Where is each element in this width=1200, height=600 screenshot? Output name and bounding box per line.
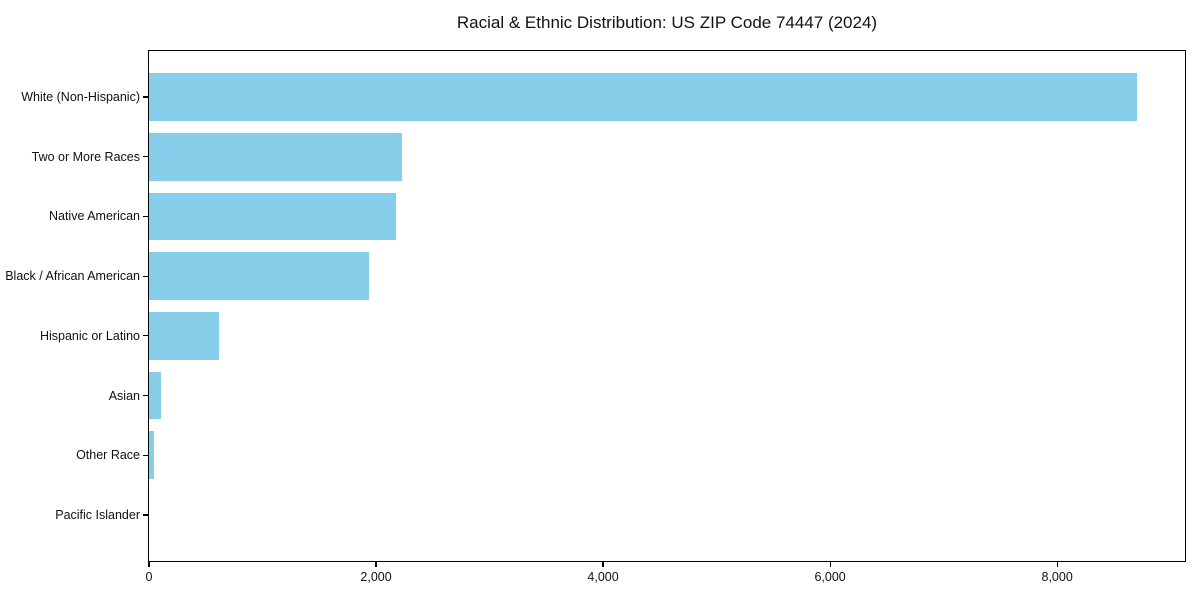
y-axis-label: Other Race — [76, 448, 140, 463]
y-tick — [143, 156, 148, 158]
x-tick-label: 8,000 — [1041, 570, 1073, 584]
bar — [149, 192, 397, 241]
x-tick — [148, 562, 150, 567]
y-tick — [143, 275, 148, 277]
bar — [149, 132, 403, 181]
bar — [149, 371, 162, 420]
y-tick — [143, 96, 148, 98]
chart-title: Racial & Ethnic Distribution: US ZIP Cod… — [456, 13, 878, 32]
y-axis-label: Hispanic or Latino — [39, 328, 140, 343]
y-axis-label: Asian — [108, 388, 140, 403]
y-axis-label: Pacific Islander — [55, 507, 140, 522]
plot-area — [148, 50, 1186, 562]
bar — [149, 431, 154, 480]
x-tick-label: 6,000 — [814, 570, 846, 584]
bar — [149, 73, 1137, 121]
x-tick — [375, 562, 377, 567]
y-axis-label: White (Non-Hispanic) — [21, 90, 140, 105]
x-tick-label: 4,000 — [587, 570, 619, 584]
x-tick — [602, 562, 604, 567]
y-axis-label: Black / African American — [5, 269, 140, 284]
y-tick — [143, 514, 148, 516]
bar — [149, 252, 370, 301]
y-tick — [143, 215, 148, 218]
y-axis-label: Two or More Races — [31, 149, 140, 164]
y-tick — [143, 394, 148, 397]
y-tick — [143, 335, 148, 337]
x-tick-label: 0 — [145, 570, 153, 584]
y-axis-label: Native American — [48, 209, 140, 224]
x-tick — [829, 562, 831, 567]
y-tick — [143, 454, 148, 456]
x-tick — [1056, 562, 1058, 567]
x-tick-label: 2,000 — [360, 570, 392, 584]
bar — [149, 311, 220, 360]
